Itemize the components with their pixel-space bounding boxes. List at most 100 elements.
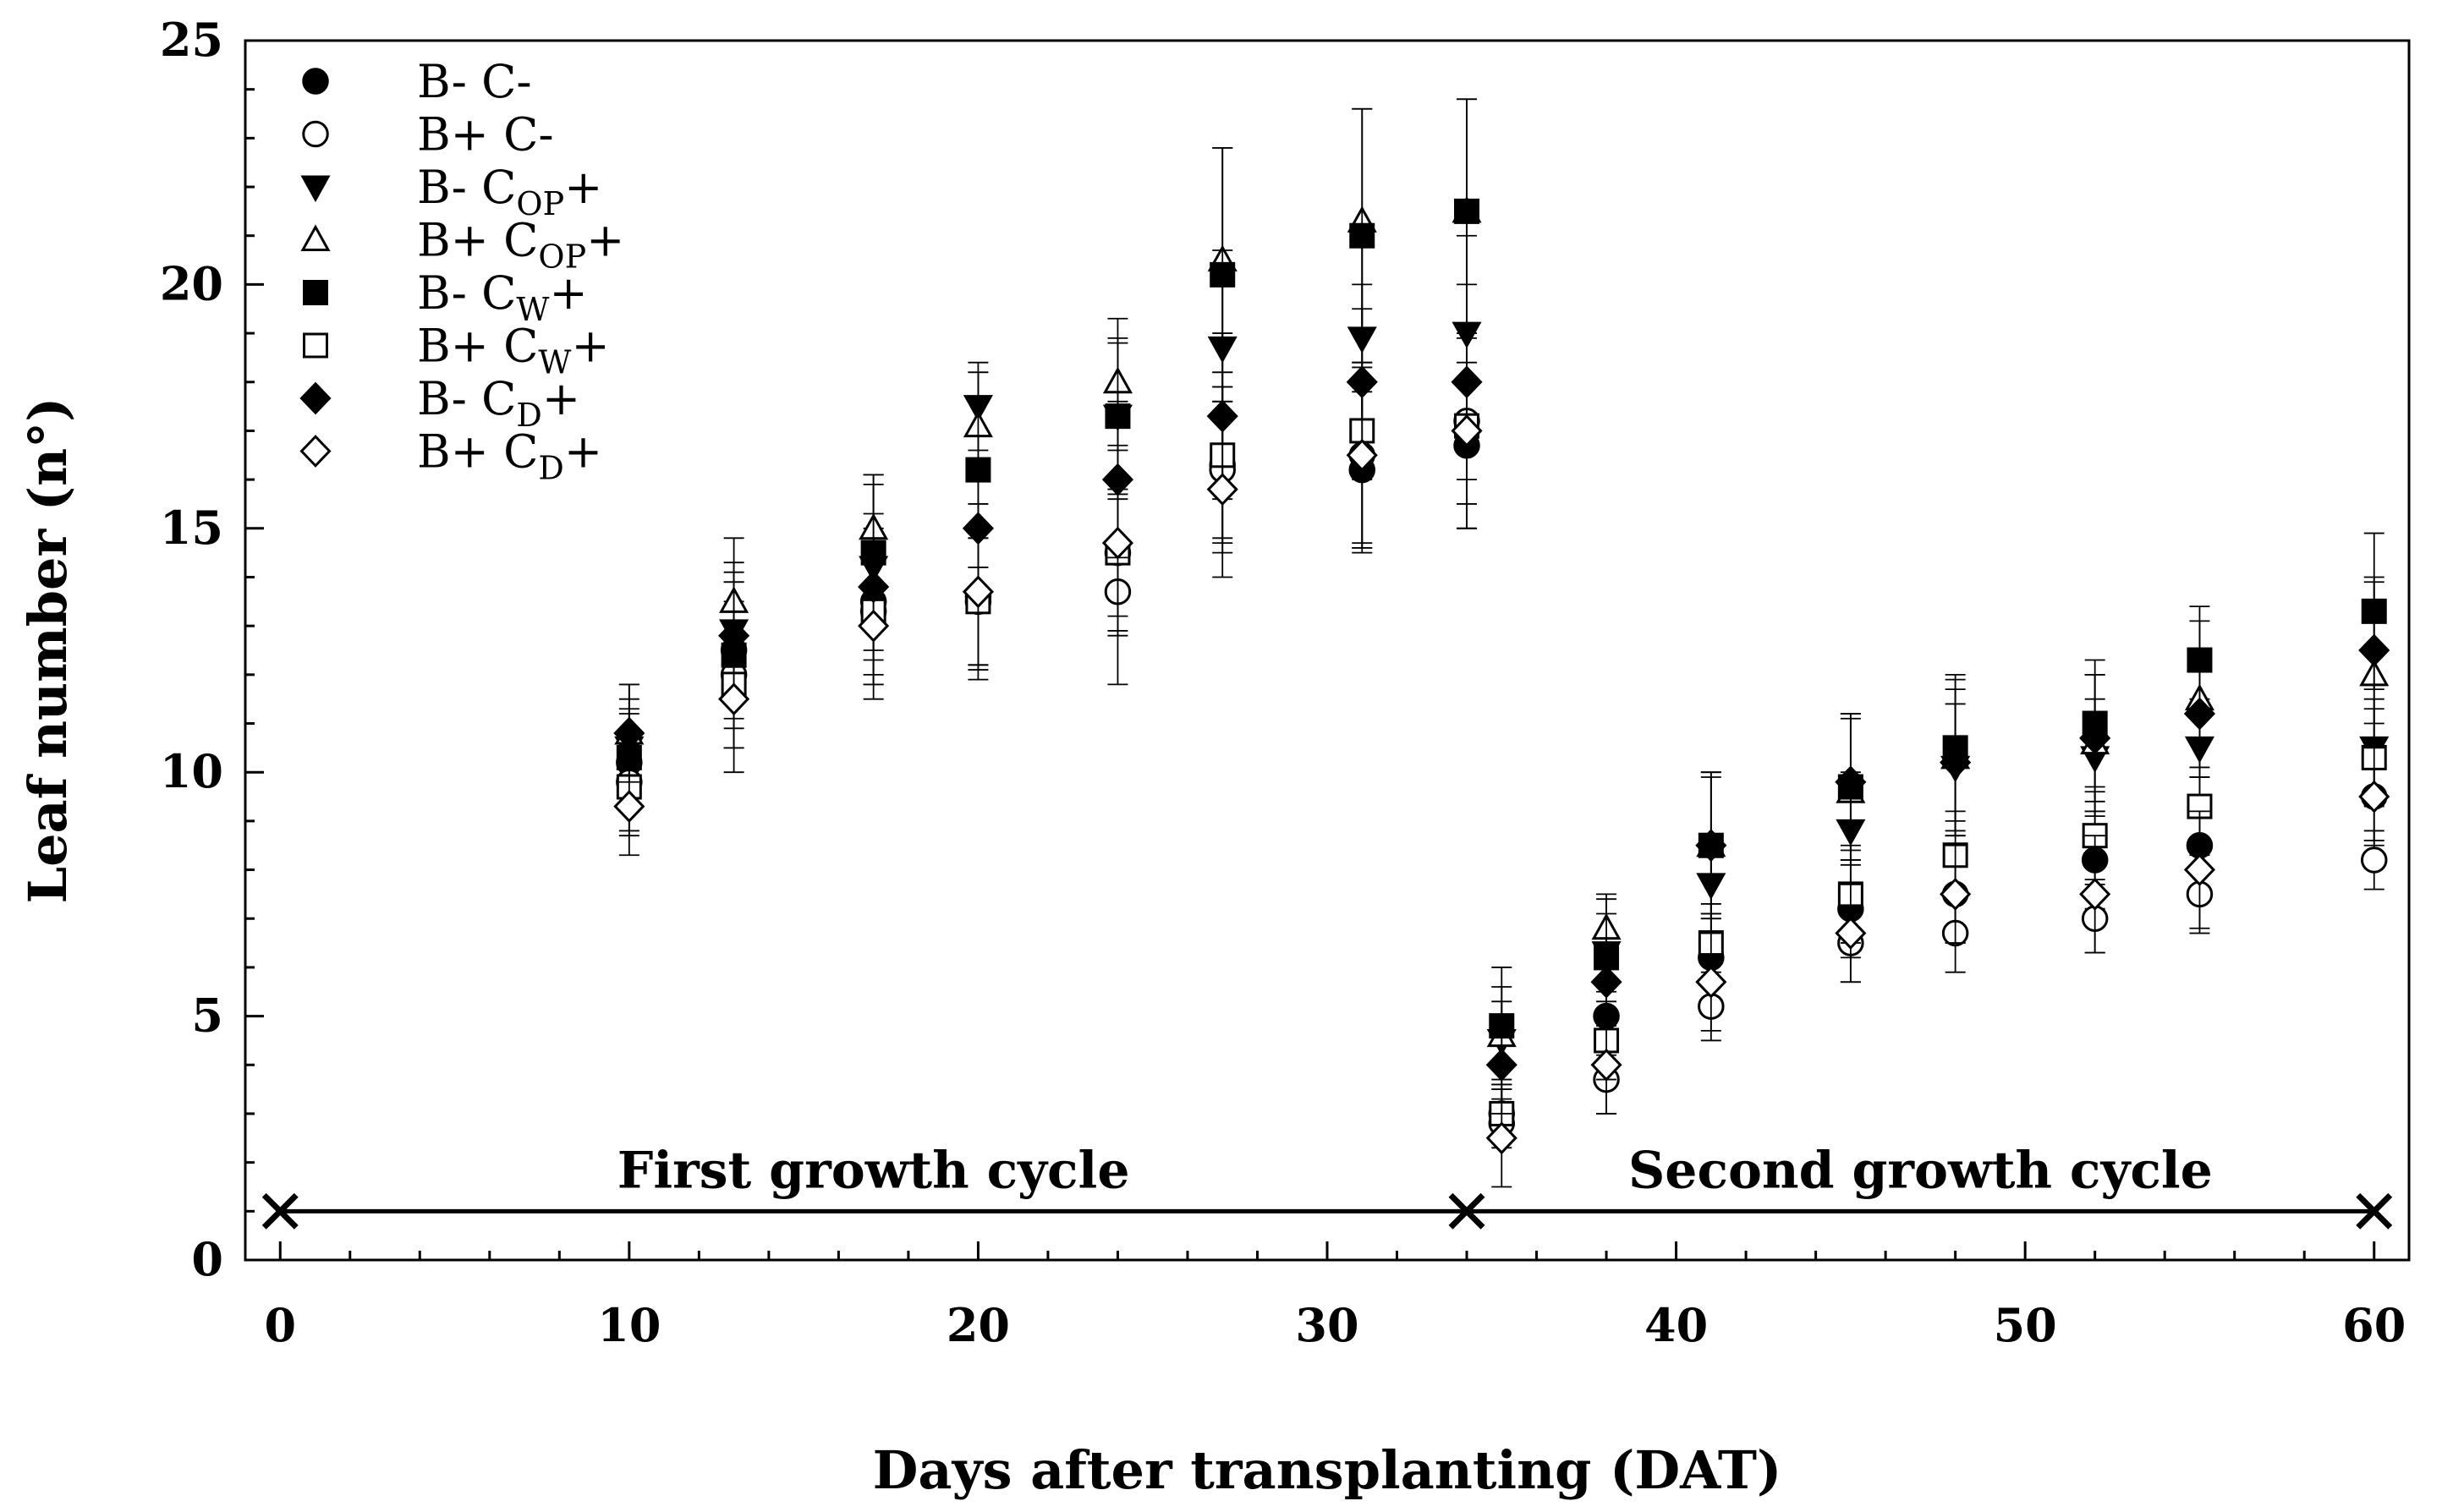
data-point-square-open (303, 332, 328, 359)
y-tick-label: 25 (160, 13, 223, 67)
y-tick-label: 20 (160, 256, 223, 310)
y-tick-label: 0 (191, 1232, 223, 1286)
cycle-label: First growth cycle (617, 1141, 1130, 1200)
data-point-diamond-open (299, 435, 332, 468)
data-point-diamond-open (962, 575, 994, 609)
legend-label-subscript: W (538, 344, 571, 381)
data-point-diamond-open (2079, 877, 2111, 911)
data-point-diamond-filled (1835, 765, 1867, 799)
x-axis-ticks: 0 10 20 30 40 50 60 (264, 1241, 2406, 1352)
legend-label-suffix: + (549, 266, 587, 320)
legend-label-subscript: OP (538, 238, 586, 276)
data-point-diamond-open (718, 682, 750, 716)
legend-label: B- CW+ (417, 266, 588, 328)
legend: B- C-B+ C-B- COP+B+ COP+B- CW+B+ CW+B- C… (299, 55, 624, 487)
timeline-x-marker (1448, 1192, 1485, 1230)
legend-label-main: B- C (417, 161, 516, 214)
data-point-diamond-open (1346, 438, 1378, 472)
legend-item: B- CD+ (299, 372, 580, 434)
legend-label-subscript: D (538, 450, 563, 487)
data-point-diamond-filled (1485, 1048, 1517, 1082)
growth-cycle-timeline: First growth cycle Second growth cycle (261, 1141, 2393, 1230)
data-point-diamond-open (1206, 473, 1238, 507)
data-point-circle-filled (302, 68, 329, 95)
legend-item: B- C- (302, 55, 532, 108)
legend-label-subscript: D (516, 397, 541, 434)
data-point-circle-open (2360, 846, 2388, 874)
legend-label: B- C- (417, 55, 532, 108)
legend-item: B+ CD+ (299, 425, 602, 487)
legend-label-suffix: - (516, 55, 531, 108)
data-point-square-filled (1349, 222, 1375, 249)
legend-label: B+ CW+ (417, 320, 610, 381)
data-point-diamond-open (2183, 853, 2216, 886)
data-point-diamond-open (1451, 414, 1483, 447)
data-point-diamond-open (1485, 1121, 1517, 1155)
legend-label-main: B- C (417, 55, 516, 108)
x-tick-label: 20 (947, 1298, 1010, 1352)
data-point-diamond-open (858, 609, 890, 643)
legend-item: B+ CW+ (303, 320, 610, 381)
x-tick-label: 60 (2342, 1298, 2406, 1352)
data-point-square-filled (1454, 198, 1480, 224)
legend-label: B+ COP+ (417, 214, 624, 276)
x-tick-label: 40 (1644, 1298, 1708, 1352)
x-tick-label: 50 (1994, 1298, 2057, 1352)
legend-label-suffix: + (542, 372, 580, 425)
legend-label: B- COP+ (417, 161, 602, 222)
legend-label-main: B+ C (417, 108, 538, 162)
legend-label-suffix: + (586, 214, 624, 267)
data-point-diamond-filled (613, 716, 645, 750)
data-point-diamond-filled (2079, 721, 2111, 755)
legend-item: B- CW+ (303, 266, 588, 328)
timeline-x-marker (2356, 1192, 2393, 1230)
legend-label-main: B+ C (417, 425, 538, 479)
y-tick-label: 5 (191, 989, 223, 1043)
x-axis-title: Days after transplanting (DAT) (873, 1439, 1782, 1501)
data-point-diamond-open (2358, 780, 2390, 814)
data-point-diamond-open (613, 790, 645, 823)
legend-label-main: B- C (417, 266, 516, 320)
legend-label-main: B+ C (417, 214, 538, 267)
timeline-x-marker (261, 1192, 299, 1230)
plot-area (244, 39, 2411, 1262)
data-point-diamond-open (1695, 965, 1727, 999)
series-7 (613, 332, 2390, 1188)
legend-label: B+ CD+ (417, 425, 602, 487)
legend-item: B+ COP+ (300, 214, 624, 276)
x-tick-label: 30 (1295, 1298, 1358, 1352)
data-series (613, 98, 2390, 1188)
data-point-diamond-open (1590, 1048, 1622, 1082)
data-point-diamond-open (1835, 917, 1867, 950)
data-point-triangle-up-open (300, 224, 331, 251)
data-point-circle-open (302, 120, 329, 148)
legend-item: B+ C- (302, 108, 554, 162)
data-point-diamond-open (1940, 877, 1972, 911)
x-tick-label: 0 (264, 1298, 296, 1352)
legend-label-suffix: + (564, 425, 602, 479)
legend-label: B+ C- (417, 108, 554, 162)
y-axis-ticks: 0 5 10 15 20 25 (160, 13, 264, 1286)
legend-label-suffix: + (571, 320, 609, 373)
data-point-diamond-filled (2183, 697, 2216, 731)
legend-label-main: B+ C (417, 320, 538, 373)
cycle-label: Second growth cycle (1628, 1141, 2213, 1200)
data-point-square-filled (303, 280, 328, 305)
legend-label-subscript: OP (516, 185, 564, 222)
data-point-diamond-open (1101, 526, 1134, 560)
legend-label-suffix: - (538, 108, 553, 162)
data-point-triangle-down-filled (300, 175, 331, 203)
data-point-diamond-filled (1940, 746, 1972, 780)
data-point-diamond-filled (1590, 965, 1622, 999)
plot-border (244, 39, 2411, 1262)
data-point-diamond-filled (2358, 633, 2390, 667)
data-point-diamond-filled (1695, 829, 1727, 863)
y-tick-label: 15 (160, 501, 223, 555)
legend-label-suffix: + (564, 161, 602, 214)
y-tick-label: 10 (160, 744, 223, 798)
legend-label-main: B- C (417, 372, 516, 425)
x-tick-label: 10 (597, 1298, 661, 1352)
data-point-square-filled (1210, 261, 1236, 288)
legend-label-subscript: W (516, 291, 549, 328)
